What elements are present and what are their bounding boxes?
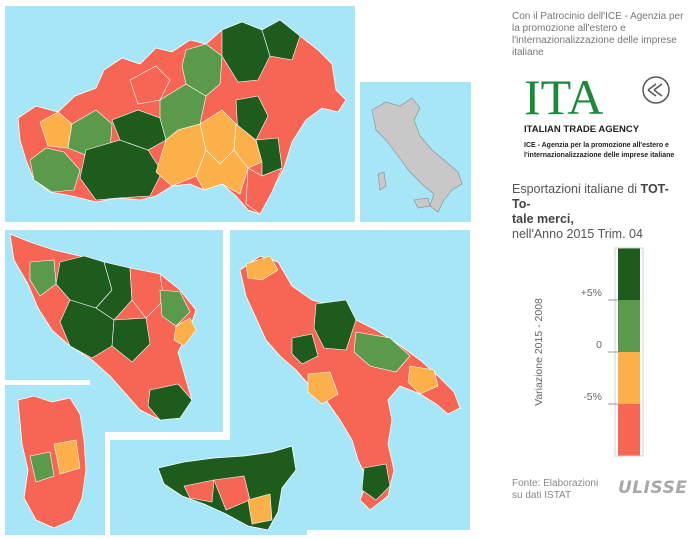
title-prefix: Esportazioni italiane di bbox=[512, 182, 641, 196]
sicily-panel bbox=[110, 440, 307, 535]
province-area bbox=[307, 371, 339, 405]
province-area bbox=[29, 259, 57, 297]
province-area bbox=[147, 383, 193, 421]
province-area bbox=[129, 65, 171, 105]
legend-swatch bbox=[618, 404, 640, 456]
logo-subtitle-line1: ICE - Agenzia per la promozione all'este… bbox=[524, 142, 669, 149]
south-italy-panel bbox=[230, 230, 470, 530]
source-line1: Fonte: Elaborazioni bbox=[512, 478, 599, 489]
logo-agency-name: ITALIAN TRADE AGENCY bbox=[524, 124, 640, 135]
color-legend: Variazione 2015 - 2008 +5% 0 -5% bbox=[533, 247, 644, 457]
italy-outline bbox=[371, 97, 463, 213]
province-area bbox=[129, 267, 165, 319]
source-line2: su dati ISTAT bbox=[512, 490, 572, 501]
province-area bbox=[59, 299, 115, 359]
province-area bbox=[195, 149, 249, 195]
sardinia-panel bbox=[5, 385, 105, 535]
province-area bbox=[53, 439, 81, 475]
province-area bbox=[159, 289, 191, 327]
province-area bbox=[291, 333, 319, 365]
title-product-name: tale merci, bbox=[512, 212, 574, 226]
italy-inset-panel bbox=[360, 82, 471, 222]
province-area bbox=[181, 43, 223, 97]
sardinia-land bbox=[17, 395, 87, 529]
patronage-note: Con il Patrocinio dell'ICE - Agenzia per… bbox=[512, 11, 684, 58]
ulisse-logo: ULISSE bbox=[618, 478, 688, 498]
logo-subtitle-line2: l'internazionalizzazione delle imprese i… bbox=[524, 152, 674, 159]
logo-arrows-icon bbox=[642, 76, 670, 104]
central-italy-panel bbox=[5, 230, 223, 432]
logo-arrow-mark bbox=[647, 83, 663, 97]
map-title: Esportazioni italiane di TOT- To- tale m… bbox=[512, 182, 688, 242]
title-period: nell'Anno 2015 Trim. 04 bbox=[512, 227, 643, 241]
province-area bbox=[111, 317, 151, 363]
legend-tick-label: +5% bbox=[581, 287, 602, 299]
province-area bbox=[353, 331, 411, 373]
ita-logo: ITA ITALIAN TRADE AGENCY ICE - Agenzia p… bbox=[524, 70, 674, 159]
legend-tick-label: -5% bbox=[583, 391, 602, 403]
province-area bbox=[29, 147, 81, 193]
legend-axis-label: Variazione 2015 - 2008 bbox=[533, 298, 545, 406]
province-area bbox=[183, 479, 215, 503]
province-area bbox=[407, 365, 439, 395]
legend-swatch bbox=[618, 300, 640, 352]
province-area bbox=[247, 493, 273, 525]
province-area bbox=[361, 463, 391, 501]
source-note: Fonte: Elaborazioni su dati ISTAT bbox=[512, 478, 622, 502]
italy-provinces-map bbox=[5, 6, 471, 535]
north-italy-panel bbox=[5, 6, 355, 222]
sardinia-outline bbox=[377, 171, 387, 191]
province-area bbox=[261, 19, 301, 61]
sicily-outline bbox=[413, 197, 431, 209]
province-area bbox=[245, 167, 283, 215]
province-area bbox=[173, 317, 197, 347]
title-product-code: TOT- To- bbox=[512, 182, 669, 211]
province-area bbox=[245, 255, 279, 281]
legend-swatch bbox=[618, 248, 640, 300]
logo-wordmark: ITA bbox=[524, 70, 603, 125]
province-area bbox=[221, 21, 271, 83]
province-area bbox=[233, 123, 263, 169]
province-area bbox=[29, 451, 55, 483]
legend-swatch bbox=[618, 352, 640, 404]
province-area bbox=[313, 299, 357, 351]
legend-tick-label: 0 bbox=[596, 339, 602, 351]
